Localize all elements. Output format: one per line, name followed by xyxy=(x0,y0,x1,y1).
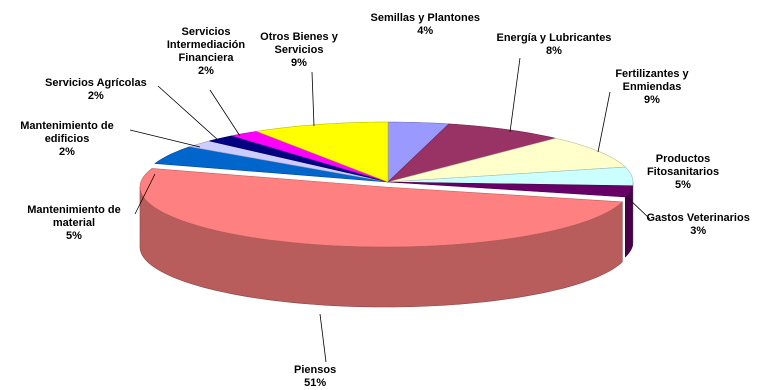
pie-slice-10 xyxy=(255,121,389,183)
pie-side-4 xyxy=(625,185,633,258)
leader-line-10 xyxy=(311,71,315,127)
pie-slice-5 xyxy=(139,168,624,248)
leader-line-1 xyxy=(509,57,521,133)
pie-slice-2 xyxy=(387,137,627,183)
slice-label-value-1: 8% xyxy=(546,45,562,57)
slice-label-9: Servicios Intermediación Financiera 2% xyxy=(151,26,261,78)
slice-label-8: Servicios Agrícolas 2% xyxy=(45,77,147,103)
slice-label-value-7: 2% xyxy=(59,146,75,158)
pie-slice-6 xyxy=(154,146,389,183)
slice-label-value-5: 51% xyxy=(304,377,327,389)
leader-line-8 xyxy=(157,85,219,141)
leader-line-2 xyxy=(597,91,611,153)
slice-label-value-9: 2% xyxy=(198,65,214,77)
pie-slice-0 xyxy=(387,121,450,183)
slice-label-name-0: Semillas y Plantones xyxy=(370,12,480,24)
slice-label-6: Mantenimiento de material 5% xyxy=(14,204,134,243)
slice-label-2: Fertilizantes y Enmiendas 9% xyxy=(607,68,697,107)
slice-label-name-3: Productos Fitosanitarios xyxy=(646,153,720,178)
leader-line-5 xyxy=(319,313,327,363)
slice-label-value-4: 3% xyxy=(690,225,707,237)
slice-label-name-5: Piensos xyxy=(294,364,337,376)
slice-label-value-6: 5% xyxy=(66,230,82,242)
slice-label-value-3: 5% xyxy=(675,179,691,191)
slice-label-name-8: Servicios Agrícolas xyxy=(45,77,147,89)
pie-slice-3 xyxy=(387,166,634,187)
slice-label-name-4: Gastos Veterinarios xyxy=(646,212,750,224)
leader-line-7 xyxy=(129,129,201,148)
pie-tops xyxy=(139,121,634,248)
slice-label-name-6: Mantenimiento de material xyxy=(27,204,121,229)
slice-label-7: Mantenimiento de edificios 2% xyxy=(7,120,127,159)
slice-label-0: Semillas y Plantones 4% xyxy=(371,12,480,38)
slice-label-value-2: 9% xyxy=(644,94,660,106)
slice-label-1: Energía y Lubricantes 8% xyxy=(497,32,612,58)
slice-label-10: Otros Bienes y Servicios 9% xyxy=(252,31,347,70)
slice-label-name-2: Fertilizantes y Enmiendas xyxy=(615,68,689,93)
slice-label-name-9: Servicios Intermediación Financiera xyxy=(166,26,246,64)
leader-line-6 xyxy=(134,173,156,215)
slice-label-value-10: 9% xyxy=(291,57,307,69)
pie-slice-4 xyxy=(387,181,633,198)
pie-slice-1 xyxy=(386,123,556,183)
slice-label-name-1: Energía y Lubricantes xyxy=(496,32,612,44)
slice-label-name-7: Mantenimiento de edificios xyxy=(20,120,114,145)
slice-label-value-0: 4% xyxy=(417,25,434,37)
slice-label-5: Piensos 51% xyxy=(294,364,336,390)
leader-line-9 xyxy=(209,89,241,137)
slice-label-name-10: Otros Bienes y Servicios xyxy=(260,31,338,56)
slice-label-3: Productos Fitosanitarios 5% xyxy=(636,153,731,192)
slice-label-value-8: 2% xyxy=(87,90,104,102)
leader-line-4 xyxy=(627,197,651,220)
slice-label-4: Gastos Veterinarios 3% xyxy=(647,212,750,238)
leader-lines xyxy=(129,57,651,363)
